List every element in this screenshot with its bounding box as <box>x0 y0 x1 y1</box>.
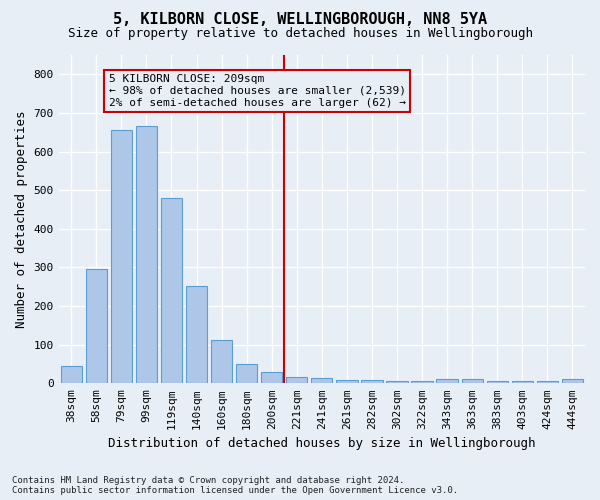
Bar <box>512 381 533 384</box>
Bar <box>461 380 483 384</box>
Text: Contains HM Land Registry data © Crown copyright and database right 2024.
Contai: Contains HM Land Registry data © Crown c… <box>12 476 458 495</box>
Bar <box>412 381 433 384</box>
Text: 5, KILBORN CLOSE, WELLINGBOROUGH, NN8 5YA: 5, KILBORN CLOSE, WELLINGBOROUGH, NN8 5Y… <box>113 12 487 28</box>
Bar <box>186 286 207 384</box>
Bar <box>336 380 358 384</box>
Bar <box>136 126 157 384</box>
Bar <box>361 380 383 384</box>
Bar <box>311 378 332 384</box>
Bar <box>436 380 458 384</box>
Bar <box>110 130 132 384</box>
Text: Size of property relative to detached houses in Wellingborough: Size of property relative to detached ho… <box>67 28 533 40</box>
Bar <box>86 270 107 384</box>
Bar <box>537 381 558 384</box>
Bar <box>211 340 232 384</box>
Text: 5 KILBORN CLOSE: 209sqm
← 98% of detached houses are smaller (2,539)
2% of semi-: 5 KILBORN CLOSE: 209sqm ← 98% of detache… <box>109 74 406 108</box>
Bar <box>487 381 508 384</box>
Bar <box>286 376 307 384</box>
Bar <box>161 198 182 384</box>
Bar <box>261 372 283 384</box>
Bar <box>61 366 82 384</box>
Y-axis label: Number of detached properties: Number of detached properties <box>15 110 28 328</box>
X-axis label: Distribution of detached houses by size in Wellingborough: Distribution of detached houses by size … <box>108 437 536 450</box>
Bar <box>562 380 583 384</box>
Bar <box>386 381 407 384</box>
Bar <box>236 364 257 384</box>
